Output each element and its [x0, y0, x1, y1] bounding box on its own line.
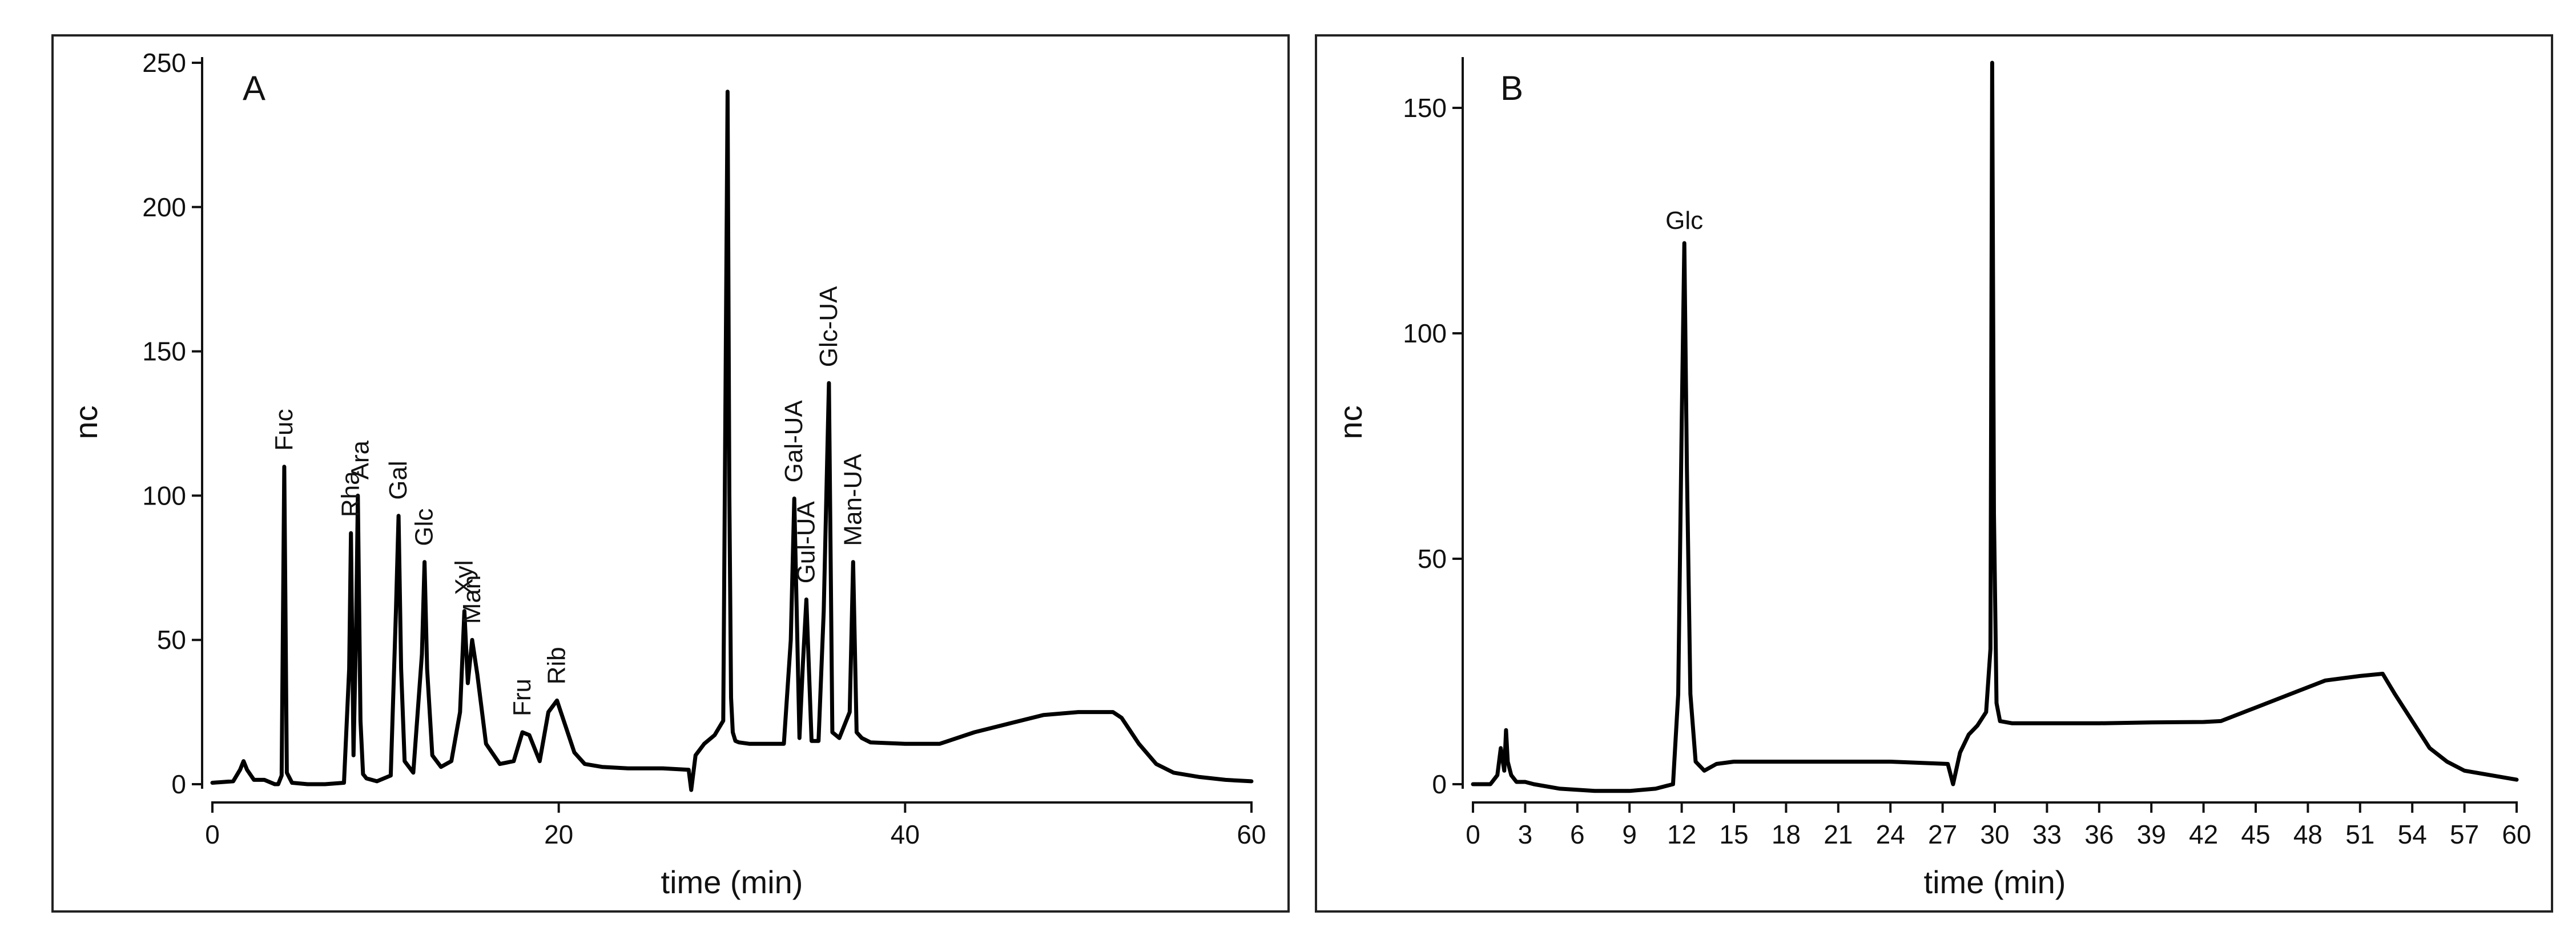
panel-a-x-tick-label: 20: [544, 820, 573, 849]
panel-a-peak-label: Man: [458, 575, 486, 624]
panel-b-y-tick-label: 0: [1432, 769, 1447, 799]
panel-a-plot: 0 50 100 150 200 250 0 20 40 60 time (min) nc A Fuc Rh…: [68, 48, 1266, 900]
panel-b-x-tick-label: 27: [1928, 820, 1957, 849]
panel-a-peak-label: Fru: [508, 679, 536, 716]
panel-a-frame: [51, 34, 1290, 913]
panel-b-x-tick-label: 18: [1772, 820, 1801, 849]
panel-a-y-axis-label: nc: [68, 405, 104, 439]
panel-a-peak-label: Ara: [346, 440, 374, 479]
panel-a-peak-label: Gul-UA: [792, 501, 820, 584]
panel-b-frame: [1315, 34, 2553, 913]
panel-b-x-tick-label: 24: [1876, 820, 1905, 849]
panel-a-trace-standards: [210, 90, 1254, 792]
panel-b-x-tick-label: 51: [2345, 820, 2374, 849]
panel-b-x-tick-label: 39: [2137, 820, 2166, 849]
panel-a-x-axis-label: time (min): [661, 864, 803, 900]
panel-a-peak-label: Man-UA: [839, 454, 867, 546]
panel-a-peak-label: Fuc: [270, 409, 298, 450]
panel-b-x-tick-label: 54: [2398, 820, 2427, 849]
panel-a-peak-label: Rib: [543, 647, 571, 684]
panel-a-y-tick-label: 250: [142, 48, 186, 78]
panel-a-peak-label: Glc: [410, 509, 438, 546]
panel-a-peak-label: Gal-UA: [780, 400, 808, 483]
panel-b-x-tick-label: 36: [2084, 820, 2114, 849]
panel-a-x-tick-label: 40: [891, 820, 920, 849]
panel-a-peak-label: Glc-UA: [815, 286, 843, 367]
panel-b-x-tick-label: 48: [2293, 820, 2323, 849]
panel-b-x-tick-label: 42: [2189, 820, 2218, 849]
panel-a-y-tick-label: 150: [142, 337, 186, 366]
panel-b-peak-label: Glc: [1665, 207, 1703, 235]
panel-b-x-axis-label: time (min): [1924, 864, 2066, 900]
panel-a-x-tick-label: 60: [1237, 820, 1266, 849]
panel-b-letter: B: [1500, 69, 1523, 107]
panel-b-x-tick-label: 30: [1980, 820, 2009, 849]
panel-a-peak-label: Gal: [384, 461, 412, 499]
panel-b-x-tick-label: 0: [1466, 820, 1480, 849]
panel-b-trace-sample: [1471, 60, 2519, 793]
panel-b-x-tick-label: 57: [2450, 820, 2479, 849]
panel-b-y-tick-label: 100: [1403, 318, 1447, 348]
panel-b-x-tick-label: 60: [2502, 820, 2531, 849]
panel-b-x-tick-label: 12: [1667, 820, 1696, 849]
panel-a-y-tick-label: 200: [142, 192, 186, 222]
panel-b-x-tick-label: 6: [1570, 820, 1585, 849]
panel-a-y-tick-label: 100: [142, 481, 186, 510]
panel-b-y-axis-label: nc: [1333, 405, 1368, 439]
panel-b-x-tick-label: 3: [1518, 820, 1533, 849]
panel-a-letter: A: [243, 69, 265, 107]
panel-b-x-tick-label: 15: [1719, 820, 1748, 849]
panel-a-peak-label: Xyl: [450, 560, 478, 595]
panel-b-x-tick-label: 21: [1824, 820, 1853, 849]
panel-b-y-tick-label: 50: [1418, 544, 1447, 574]
panel-b-x-tick-label: 33: [2032, 820, 2062, 849]
panel-a-peak-label: Rha: [337, 471, 365, 517]
panel-b-x-tick-label: 45: [2241, 820, 2270, 849]
panel-b-x-tick-label: 9: [1622, 820, 1637, 849]
panel-a-y-tick-label: 0: [171, 769, 186, 799]
panel-a: 0 50 100 150 200 250 0 20 40 60 time (min) nc A Fuc Rh…: [51, 34, 1290, 913]
panel-a-y-tick-label: 50: [157, 625, 186, 655]
panel-a-x-tick-label: 0: [205, 820, 220, 849]
panel-b-y-tick-label: 150: [1403, 93, 1447, 123]
